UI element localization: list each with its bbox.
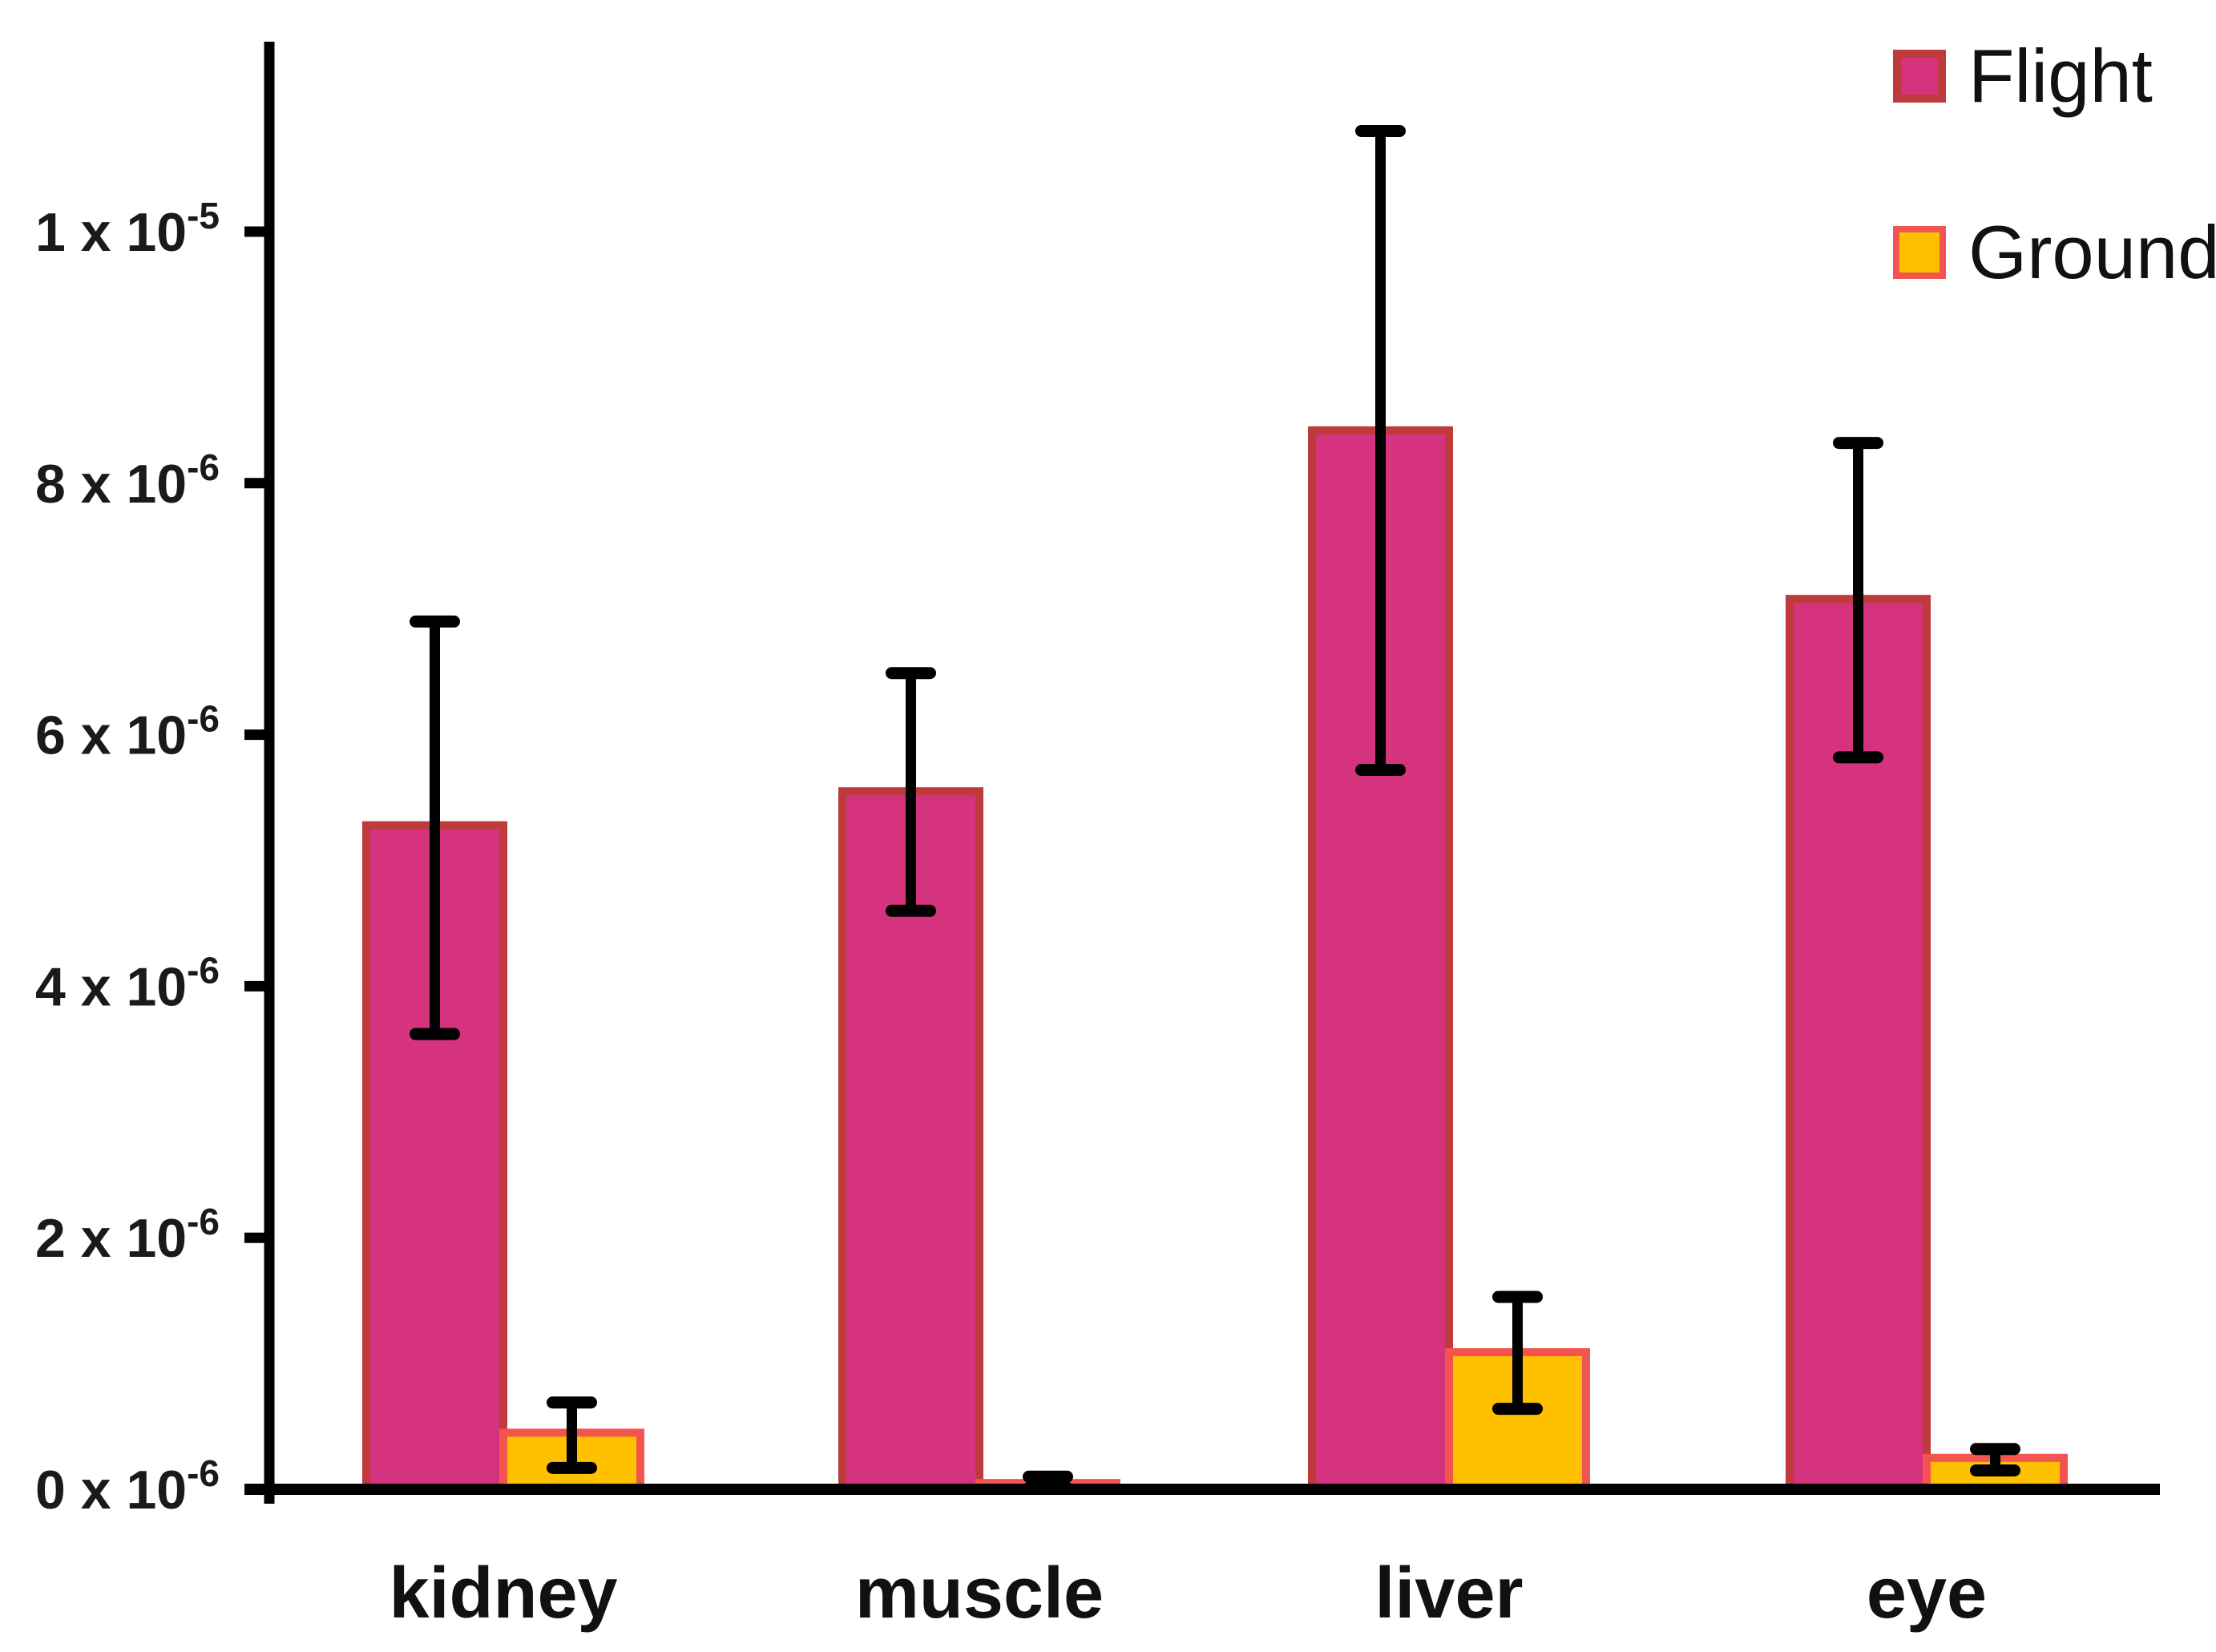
legend-item-ground: Ground <box>1893 215 2216 290</box>
x-axis-label-liver: liver <box>1374 1553 1523 1634</box>
y-axis-tick-label: 2 x 10-6 <box>35 1201 220 1269</box>
y-axis-tick-label: 4 x 10-6 <box>35 949 220 1017</box>
ground-legend-label: Ground <box>1968 210 2216 294</box>
y-axis-tick-label: 0 x 10-6 <box>35 1452 220 1521</box>
flight-legend-swatch <box>1893 50 1946 103</box>
flight-legend-label: Flight <box>1968 34 2153 118</box>
y-axis-tick-label: 8 x 10-6 <box>35 446 220 515</box>
x-axis-label-muscle: muscle <box>855 1553 1104 1634</box>
legend-item-flight: Flight <box>1893 38 2153 114</box>
y-axis-tick-label: 6 x 10-6 <box>35 698 220 766</box>
y-axis-tick-label: 1 x 10-5 <box>35 195 220 263</box>
ground-legend-swatch <box>1893 226 1946 279</box>
x-axis-label-kidney: kidney <box>389 1553 617 1634</box>
x-axis-label-eye: eye <box>1867 1553 1987 1634</box>
